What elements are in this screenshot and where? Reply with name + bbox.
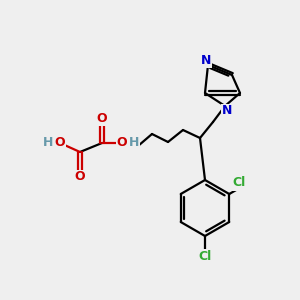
Text: H: H — [43, 136, 53, 149]
Text: N: N — [222, 104, 232, 118]
Text: Cl: Cl — [233, 176, 246, 190]
Text: H: H — [129, 136, 139, 149]
Text: O: O — [55, 136, 65, 149]
Text: Cl: Cl — [198, 250, 212, 262]
Text: O: O — [97, 112, 107, 124]
Text: O: O — [117, 136, 127, 149]
Text: N: N — [201, 53, 211, 67]
Text: O: O — [75, 170, 85, 184]
